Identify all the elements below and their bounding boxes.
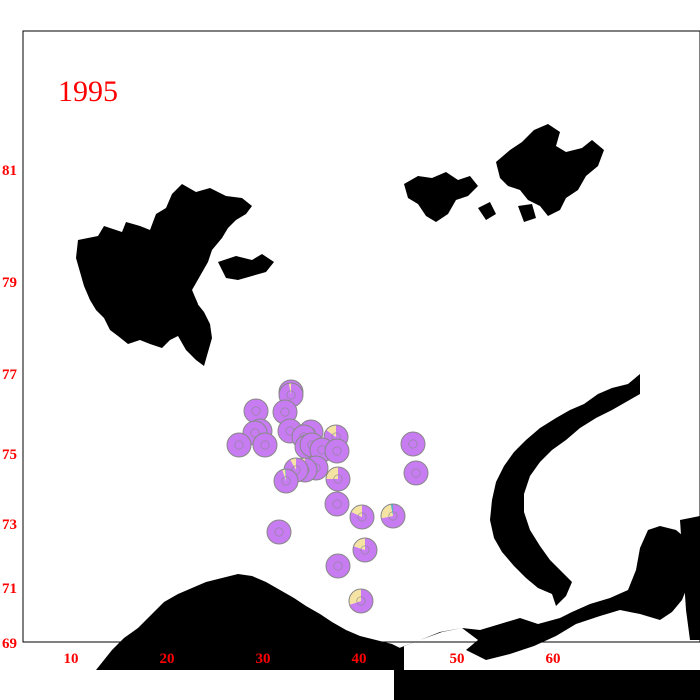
franz-josef-land-2 (496, 124, 604, 216)
station-22-pie (325, 466, 351, 492)
station-11-inner-ring (260, 440, 270, 450)
novaya-zemlya (490, 374, 640, 606)
franz-josef-land (404, 172, 478, 222)
station-27-pie (380, 503, 406, 529)
franz-josef-land-3 (478, 202, 496, 220)
station-21-pie (403, 460, 429, 486)
station-23-outline (273, 468, 299, 494)
station-23-inner-ring (281, 476, 291, 486)
station-24-slice-0 (324, 491, 350, 517)
station-2-inner-ring (286, 390, 296, 400)
station-28-inner-ring (360, 545, 370, 555)
station-12-inner-ring (234, 440, 244, 450)
lon-tick-30: 30 (256, 651, 271, 667)
station-27-inner-ring (388, 511, 398, 521)
station-29-inner-ring (333, 561, 343, 571)
year-label: 1995 (58, 75, 118, 108)
station-2-pie (278, 382, 304, 408)
station-2-slice-1 (288, 383, 291, 395)
station-16-inner-ring (332, 446, 342, 456)
station-21-slice-0 (403, 460, 429, 486)
station-30-outline (348, 588, 374, 614)
station-11-pie (252, 432, 278, 458)
lat-tick-75: 75 (2, 447, 17, 463)
station-26-outline (349, 504, 375, 530)
station-16-slice-0 (324, 438, 350, 464)
station-25-inner-ring (274, 527, 284, 537)
lon-tick-40: 40 (352, 651, 367, 667)
lat-tick-69: 69 (2, 636, 17, 652)
station-27-outline (380, 503, 406, 529)
station-26-slice-1 (351, 505, 362, 517)
lat-tick-77: 77 (2, 367, 18, 383)
station-23-pie (273, 468, 299, 494)
latitude-ticks: 81 79 77 75 73 71 69 (2, 163, 18, 652)
station-24-pie (324, 491, 350, 517)
lon-tick-10: 10 (64, 651, 79, 667)
longitude-ticks: 10 20 30 40 50 60 (64, 651, 561, 667)
lon-tick-60: 60 (546, 651, 561, 667)
station-30-slice-0 (349, 589, 373, 614)
lat-tick-73: 73 (2, 517, 17, 533)
station-25-slice-0 (266, 519, 292, 545)
northern-scandinavia (96, 574, 404, 670)
svalbard-south-island (176, 290, 198, 314)
station-30-pie (348, 588, 374, 614)
lon-tick-20: 20 (160, 651, 175, 667)
lat-tick-79: 79 (2, 275, 17, 291)
plot-frame (22, 30, 700, 643)
station-29-slice-0 (325, 553, 351, 579)
lon-tick-50: 50 (450, 651, 465, 667)
station-23-slice-2 (285, 469, 286, 481)
svalbard-landmass (76, 184, 252, 366)
station-11-slice-0 (252, 432, 278, 458)
station-23-slice-1 (282, 469, 286, 481)
station-17-pie (400, 431, 426, 457)
station-24-inner-ring (332, 499, 342, 509)
station-27-slice-0 (381, 504, 405, 528)
station-26-pie (349, 504, 375, 530)
svalbard-east-island (218, 254, 274, 280)
station-28-outline (352, 537, 378, 563)
station-27-slice-1 (381, 504, 393, 519)
station-17-slice-0 (400, 431, 426, 457)
station-26-inner-ring (357, 512, 367, 522)
station-25-pie (266, 519, 292, 545)
station-7-inner-ring (250, 428, 260, 438)
station-30-slice-1 (349, 589, 361, 605)
station-12-slice-0 (226, 432, 252, 458)
station-29-pie (325, 553, 351, 579)
station-12-pie (226, 432, 252, 458)
station-3-inner-ring (251, 406, 261, 416)
kola-peninsula (394, 526, 700, 700)
lat-tick-81: 81 (2, 163, 17, 179)
station-22-outline (325, 466, 351, 492)
station-22-inner-ring (333, 474, 343, 484)
station-pie-markers (226, 379, 429, 614)
station-17-inner-ring (408, 439, 418, 449)
franz-josef-land-4 (518, 204, 536, 222)
land-masses (76, 124, 700, 700)
lat-tick-71: 71 (2, 581, 17, 597)
station-20-slice-1 (290, 458, 296, 470)
station-27-slice-2 (390, 504, 393, 516)
station-30-inner-ring (356, 596, 366, 606)
station-4-inner-ring (280, 407, 290, 417)
station-16-pie (324, 438, 350, 464)
station-28-pie (352, 537, 378, 563)
station-21-inner-ring (411, 468, 421, 478)
white-sea-coast (680, 516, 700, 640)
